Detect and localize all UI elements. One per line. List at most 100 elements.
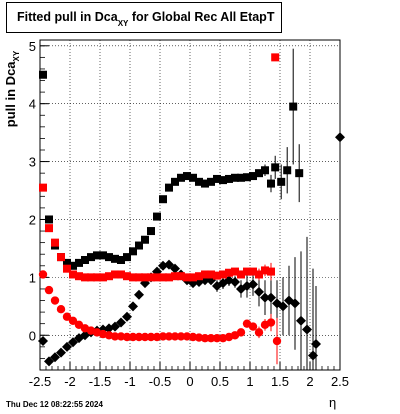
- data-point-circle: [254, 328, 264, 337]
- data-point-square: [213, 271, 221, 280]
- x-tick-label: -2: [64, 374, 76, 389]
- data-point-square: [201, 179, 209, 188]
- data-point-square: [57, 253, 65, 262]
- data-point-circle: [38, 270, 48, 279]
- data-point-circle: [56, 305, 66, 314]
- y-tick-label: 1: [29, 270, 36, 285]
- data-point-square: [111, 270, 119, 279]
- y-tick-label: 4: [29, 97, 36, 112]
- data-point-square: [159, 273, 167, 282]
- data-point-square: [219, 270, 227, 279]
- data-point-diamond: [134, 289, 144, 300]
- data-point-square: [117, 270, 125, 279]
- data-point-square: [123, 272, 131, 281]
- data-point-diamond: [311, 338, 321, 349]
- x-tick-label: 1: [246, 374, 253, 389]
- data-point-square: [249, 267, 257, 276]
- data-point-square: [225, 174, 233, 183]
- data-point-square: [237, 270, 245, 279]
- data-point-square: [171, 177, 179, 186]
- data-point-diamond: [302, 324, 312, 335]
- data-point-diamond: [122, 311, 132, 322]
- data-point-diamond: [128, 301, 138, 312]
- data-point-square: [63, 258, 71, 267]
- x-tick-label: 0.5: [211, 374, 229, 389]
- title-main: Fitted pull in Dca: [17, 10, 118, 24]
- data-point-square: [171, 272, 179, 281]
- data-point-square: [159, 195, 167, 204]
- data-point-square: [261, 166, 269, 175]
- data-point-square: [153, 273, 161, 282]
- data-point-circle: [62, 312, 72, 321]
- data-point-circle: [134, 332, 144, 342]
- data-point-square: [69, 261, 77, 270]
- axes: -2.5 -2 -1.5 -1 -0.5 0 0.5 1 1.5 2 2.5 0 1 2 3 4 5: [29, 39, 349, 389]
- data-point-square: [117, 256, 125, 264]
- data-point-diamond: [296, 315, 306, 326]
- data-point-square: [255, 270, 263, 279]
- data-point-diamond: [335, 132, 345, 143]
- data-point-square: [271, 163, 280, 172]
- data-point-square: [39, 183, 47, 192]
- data-point-square: [105, 253, 113, 262]
- data-point-square: [141, 273, 149, 282]
- x-tick-label: 0: [186, 374, 193, 389]
- data-point-square: [165, 183, 173, 192]
- data-point-square: [277, 177, 286, 186]
- data-point-square: [93, 251, 101, 260]
- data-point-diamond: [116, 317, 126, 328]
- data-point-diamond: [56, 347, 66, 358]
- data-point-square: [63, 264, 71, 273]
- data-point-square: [45, 215, 53, 224]
- data-point-diamond: [110, 321, 120, 332]
- data-point-square: [129, 273, 137, 282]
- data-point-diamond: [62, 341, 72, 352]
- x-tick-label: -1.5: [89, 374, 111, 389]
- chart-title: Fitted pull in DcaXY for Global Rec All …: [6, 2, 282, 33]
- data-point-square: [231, 173, 239, 182]
- data-series: [38, 48, 345, 370]
- data-point-square: [201, 270, 209, 279]
- data-point-square: [255, 169, 263, 178]
- data-point-square: [177, 173, 185, 182]
- data-point-circle: [146, 332, 156, 342]
- data-point-diamond: [230, 277, 240, 287]
- data-point-diamond: [44, 356, 54, 367]
- y-axis-label: pull in DcaXY: [3, 44, 21, 134]
- data-point-circle: [158, 332, 168, 341]
- data-point-square: [219, 176, 227, 185]
- data-point-diamond: [290, 298, 300, 309]
- x-tick-label: 2: [306, 374, 313, 389]
- data-point-square: [243, 173, 251, 182]
- data-point-square: [183, 172, 191, 181]
- data-point-square: [207, 177, 215, 186]
- title-rest: for Global Rec All EtapT: [128, 10, 275, 24]
- data-point-circle: [122, 332, 132, 342]
- x-axis-label: η: [329, 395, 337, 410]
- data-point-square: [267, 267, 275, 276]
- data-point-square: [183, 273, 191, 282]
- y-tick-label: 5: [29, 39, 36, 54]
- data-point-square: [283, 166, 292, 175]
- data-point-circle: [212, 333, 222, 343]
- data-point-circle: [248, 322, 258, 331]
- x-tick-label: -1: [124, 374, 136, 389]
- data-point-circle: [200, 333, 210, 343]
- data-point-square: [93, 273, 101, 282]
- data-point-circle: [206, 333, 216, 343]
- data-point-square: [177, 272, 185, 281]
- data-point-circle: [68, 316, 78, 325]
- data-point-circle: [110, 332, 120, 341]
- data-point-square: [75, 272, 83, 281]
- title-subscript: XY: [117, 19, 129, 28]
- data-point-diamond: [68, 337, 78, 348]
- data-point-square: [81, 256, 89, 264]
- series-3: [39, 53, 280, 282]
- data-point-diamond: [266, 292, 276, 303]
- data-point-square: [87, 273, 95, 282]
- data-point-square: [195, 177, 203, 186]
- x-tick-label: 1.5: [271, 374, 289, 389]
- data-point-diamond: [170, 263, 180, 274]
- data-point-circle: [50, 296, 60, 305]
